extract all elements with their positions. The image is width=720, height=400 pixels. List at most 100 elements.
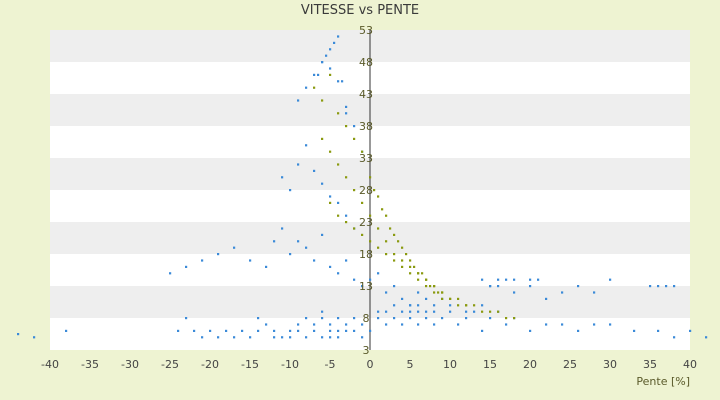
data-point <box>369 329 372 332</box>
data-point <box>65 329 68 332</box>
chart-title: VITESSE vs PENTE <box>300 3 420 18</box>
data-point <box>185 317 188 320</box>
data-point <box>313 73 316 76</box>
data-point <box>369 240 372 243</box>
data-point <box>689 329 692 332</box>
data-point <box>249 336 252 339</box>
y-tick-label: 53 <box>359 24 373 37</box>
data-point <box>449 310 452 313</box>
data-point <box>649 285 652 288</box>
data-point <box>385 323 388 326</box>
data-point <box>657 329 660 332</box>
data-point <box>481 304 484 307</box>
x-tick-label: -15 <box>241 358 259 371</box>
data-point <box>337 80 340 83</box>
x-tick-label: 30 <box>603 358 617 371</box>
x-tick-label: -30 <box>121 358 139 371</box>
data-point <box>513 291 516 294</box>
data-point <box>497 278 500 281</box>
data-point <box>337 272 340 275</box>
x-tick-label: 20 <box>523 358 537 371</box>
data-point <box>289 189 292 192</box>
data-point <box>305 336 308 339</box>
data-point <box>433 291 436 294</box>
data-point <box>441 291 444 294</box>
data-point <box>329 201 332 204</box>
data-point <box>369 176 372 179</box>
data-point <box>225 329 228 332</box>
data-point <box>417 323 420 326</box>
data-point <box>345 323 348 326</box>
data-point <box>289 329 292 332</box>
data-point <box>393 259 396 262</box>
data-point <box>513 278 516 281</box>
data-point <box>313 323 316 326</box>
data-point <box>401 323 404 326</box>
data-point <box>321 310 324 313</box>
data-point <box>385 253 388 256</box>
data-point <box>425 285 428 288</box>
data-point <box>361 233 364 236</box>
data-point <box>673 336 676 339</box>
data-point <box>265 265 268 268</box>
data-point <box>273 329 276 332</box>
data-point <box>329 336 332 339</box>
data-point <box>321 137 324 140</box>
data-point <box>413 265 416 268</box>
data-point <box>417 278 420 281</box>
data-point <box>329 150 332 153</box>
y-tick-label: 28 <box>359 184 373 197</box>
data-point <box>481 329 484 332</box>
data-point <box>437 291 440 294</box>
data-point <box>345 176 348 179</box>
data-point <box>281 176 284 179</box>
data-point <box>257 329 260 332</box>
data-point <box>393 253 396 256</box>
data-point <box>665 285 668 288</box>
data-point <box>473 304 476 307</box>
data-point <box>337 163 340 166</box>
data-point <box>425 278 428 281</box>
data-point <box>325 54 328 57</box>
data-point <box>385 310 388 313</box>
data-point <box>409 259 412 262</box>
data-point <box>313 329 316 332</box>
data-point <box>217 336 220 339</box>
data-point <box>33 336 36 339</box>
data-point <box>449 304 452 307</box>
data-point <box>297 99 300 102</box>
data-point <box>377 272 380 275</box>
x-tick-label: 40 <box>683 358 697 371</box>
data-point <box>297 163 300 166</box>
data-point <box>353 329 356 332</box>
data-point <box>561 323 564 326</box>
data-point <box>329 73 332 76</box>
data-point <box>337 112 340 115</box>
data-point <box>577 285 580 288</box>
data-point <box>401 297 404 300</box>
data-point <box>177 329 180 332</box>
y-tick-label: 48 <box>359 56 373 69</box>
data-point <box>273 336 276 339</box>
data-point <box>481 310 484 313</box>
data-point <box>465 317 468 320</box>
data-point <box>337 35 340 38</box>
data-point <box>353 125 356 128</box>
data-point <box>321 317 324 320</box>
data-point <box>337 329 340 332</box>
data-point <box>249 259 252 262</box>
x-tick-label: 10 <box>443 358 457 371</box>
data-point <box>345 112 348 115</box>
data-point <box>345 214 348 217</box>
data-point <box>333 41 336 44</box>
data-point <box>377 317 380 320</box>
data-point <box>337 336 340 339</box>
data-point <box>313 259 316 262</box>
data-point <box>593 323 596 326</box>
data-point <box>369 278 372 281</box>
data-point <box>633 329 636 332</box>
data-point <box>397 240 400 243</box>
data-point <box>481 278 484 281</box>
data-point <box>321 61 324 64</box>
